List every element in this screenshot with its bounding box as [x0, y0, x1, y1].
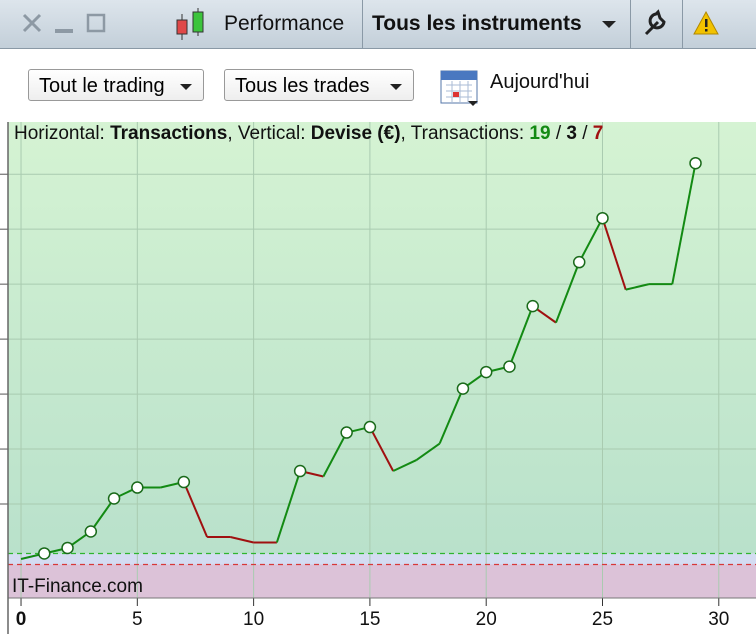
trade-marker [689, 156, 702, 170]
loss-zone [8, 564, 756, 598]
trade-marker [293, 464, 307, 478]
trade-marker [572, 255, 586, 269]
x-tick-label: 20 [476, 609, 497, 630]
header-text: / [556, 123, 562, 144]
equity-segment [671, 163, 697, 285]
wins-count: 19 [529, 123, 550, 144]
equity-segment [415, 442, 441, 461]
equity-segment [230, 536, 254, 544]
losses-count: 7 [593, 123, 604, 144]
minimize-icon[interactable] [55, 29, 73, 33]
equity-segment [322, 432, 348, 477]
equity-segment [601, 217, 627, 290]
trade-marker [131, 481, 144, 494]
plot-background [8, 122, 756, 598]
trading-dropdown[interactable]: Tout le trading [28, 69, 204, 101]
calendar-icon[interactable] [438, 65, 482, 109]
warning-icon[interactable] [690, 0, 730, 48]
equity-segment [508, 305, 534, 367]
trades-dropdown[interactable]: Tous les trades [224, 69, 414, 101]
header-text: Horizontal: [14, 123, 105, 144]
maximize-icon[interactable] [86, 13, 106, 33]
brand: IT-Finance.com [12, 576, 143, 597]
panel-title: Performance [224, 12, 345, 35]
dropdown-arrow [602, 21, 616, 28]
trade-marker [38, 547, 51, 560]
equity-segment [438, 388, 464, 444]
x-tick-label: 10 [243, 609, 264, 630]
trade-marker [596, 211, 609, 225]
equity-segment [275, 470, 302, 543]
neutral-count: 3 [566, 123, 577, 144]
header-text: , Vertical: [227, 123, 305, 144]
trade-marker [177, 475, 191, 489]
dropdown-label: Tout le trading [39, 75, 165, 97]
dropdown-arrow [390, 84, 402, 90]
window-controls [22, 13, 106, 33]
equity-segment [392, 459, 417, 472]
close-icon[interactable] [22, 13, 42, 33]
equity-segment [625, 283, 650, 291]
equity-segment [369, 426, 395, 472]
separator [362, 0, 363, 48]
header-text: , Transactions: [401, 123, 525, 144]
dropdown-arrow [180, 84, 192, 90]
trade-marker [479, 365, 493, 379]
header-text: Devise (€) [311, 123, 401, 144]
trade-marker [456, 382, 470, 395]
equity-segment [555, 261, 581, 323]
header-text: / [582, 123, 588, 144]
period-label[interactable]: Aujourd'hui [490, 71, 590, 93]
trade-marker [340, 426, 353, 439]
separator [630, 0, 631, 48]
instrument-selector[interactable]: Tous les instruments [372, 12, 582, 35]
trade-marker [363, 420, 377, 434]
trade-marker [84, 525, 98, 538]
candle-icon [176, 8, 204, 40]
separator [682, 0, 683, 48]
x-tick-label: 5 [132, 609, 143, 630]
trade-marker [526, 299, 539, 313]
trade-marker [107, 492, 121, 505]
x-tick-label: 15 [359, 609, 380, 630]
dropdown-label: Tous les trades [235, 75, 370, 97]
equity-segment [89, 497, 115, 533]
x-tick-label: 0 [16, 609, 27, 630]
toolbar: Performance Tous les instruments [0, 0, 756, 49]
x-tick-label: 25 [592, 609, 613, 630]
equity-segment [182, 481, 209, 538]
chart-header: Horizontal: Transactions, Vertical: Devi… [14, 123, 603, 144]
trade-marker [61, 541, 74, 555]
trade-marker [503, 360, 516, 373]
header-text: Transactions [110, 123, 227, 144]
equity-segment [578, 217, 604, 263]
filter-bar: Tout le trading Tous les trades Aujourd'… [0, 49, 756, 122]
settings-icon[interactable] [640, 0, 680, 48]
neutral-band [8, 553, 756, 565]
x-tick-label: 30 [708, 609, 729, 630]
